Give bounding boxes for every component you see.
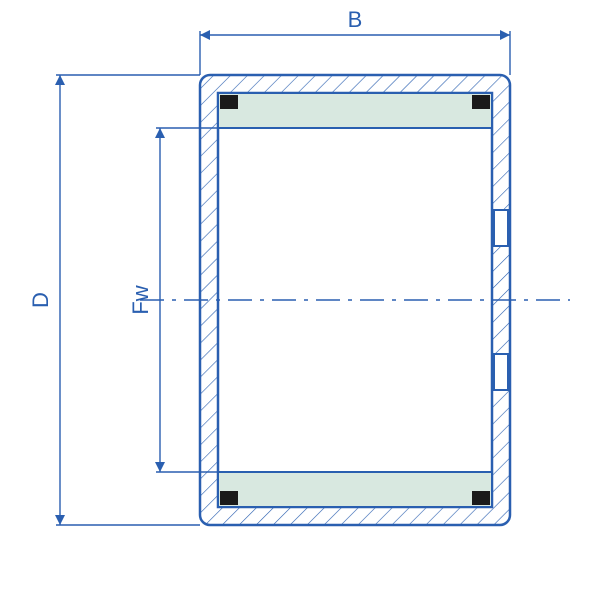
label-B: B [348,7,363,32]
arrowhead [55,75,65,85]
arrowhead [55,515,65,525]
shell-notch [494,354,508,390]
arrowhead [200,30,210,40]
arrowhead [500,30,510,40]
label-Fw: Fw [128,285,153,314]
seal [472,95,490,109]
arrowhead [155,128,165,138]
label-D: D [28,292,53,308]
shell-notch [494,210,508,246]
arrowhead [155,462,165,472]
seal [472,491,490,505]
bearing-cross-section-diagram: B D Fw [0,0,600,600]
seal [220,95,238,109]
roller [218,93,492,128]
roller [218,472,492,507]
seal [220,491,238,505]
